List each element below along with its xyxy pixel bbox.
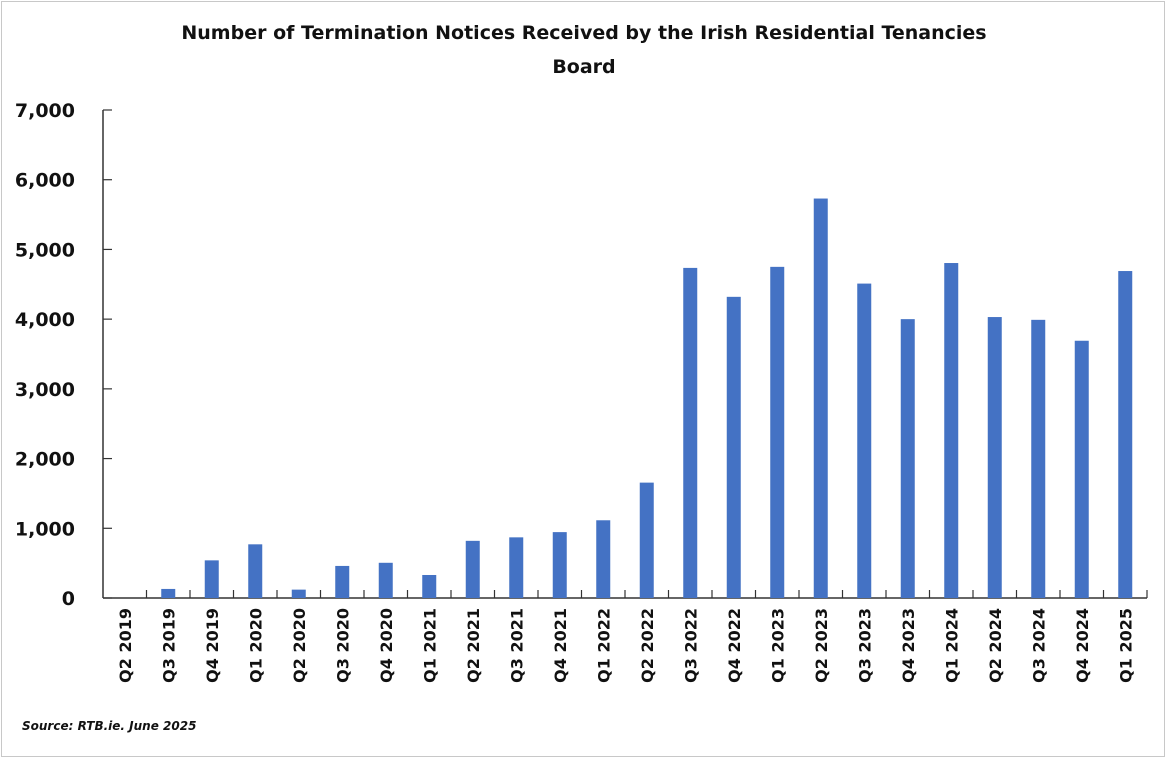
y-tick-label: 4,000 [15, 309, 75, 331]
x-tick-label: Q2 2020 [290, 608, 309, 683]
source-note: Source: RTB.ie. June 2025 [22, 719, 197, 733]
bar [465, 540, 480, 598]
bar [291, 589, 306, 598]
x-tick-label: Q4 2024 [1073, 608, 1092, 683]
x-tick-label: Q2 2022 [638, 608, 657, 683]
x-tick-label: Q3 2021 [507, 608, 526, 683]
y-tick-label: 5,000 [15, 239, 75, 261]
x-tick-label: Q2 2019 [116, 608, 135, 683]
bar [857, 283, 872, 598]
chart-title: Number of Termination Notices Received b… [0, 16, 1168, 84]
x-tick-label: Q1 2020 [246, 608, 265, 683]
y-tick-label: 0 [62, 588, 75, 610]
bar [639, 482, 654, 598]
bar [248, 544, 263, 598]
bar [204, 560, 219, 598]
x-tick-label: Q2 2021 [464, 608, 483, 683]
bar [683, 267, 698, 598]
x-tick-label: Q3 2023 [855, 608, 874, 683]
x-tick-label: Q3 2020 [333, 608, 352, 683]
bar [1031, 319, 1046, 598]
chart-title-line-2: Board [552, 56, 616, 78]
bar [422, 574, 437, 598]
x-tick-label: Q1 2025 [1116, 608, 1135, 683]
x-tick-label: Q4 2021 [551, 608, 570, 683]
y-tick-label: 7,000 [15, 100, 75, 122]
x-tick-label: Q1 2023 [768, 608, 787, 683]
x-tick-label: Q3 2022 [681, 608, 700, 683]
bar [161, 588, 176, 598]
x-tick-label: Q1 2021 [420, 608, 439, 683]
bar [378, 562, 393, 598]
bar [596, 520, 611, 598]
x-tick-label: Q4 2020 [377, 608, 396, 683]
x-tick-label: Q1 2022 [594, 608, 613, 683]
bar [900, 319, 915, 598]
bar [770, 266, 785, 598]
x-tick-label: Q4 2019 [203, 608, 222, 683]
bar [944, 263, 959, 598]
x-tick-label: Q3 2019 [159, 608, 178, 683]
bar [552, 532, 567, 598]
y-tick-label: 6,000 [15, 170, 75, 192]
x-tick-label: Q3 2024 [1029, 608, 1048, 683]
x-tick-label: Q4 2022 [725, 608, 744, 683]
bar [726, 296, 741, 598]
x-tick-label: Q1 2024 [942, 608, 961, 683]
x-tick-label: Q4 2023 [899, 608, 918, 683]
y-tick-label: 1,000 [15, 518, 75, 540]
x-tick-label: Q2 2024 [986, 608, 1005, 683]
bar [335, 565, 350, 598]
y-tick-label: 2,000 [15, 449, 75, 471]
bar [1118, 271, 1133, 598]
bar [1074, 340, 1089, 598]
bar [509, 537, 524, 598]
y-tick-label: 3,000 [15, 379, 75, 401]
bar [813, 198, 828, 598]
x-tick-label: Q2 2023 [812, 608, 831, 683]
bar [987, 317, 1002, 598]
chart-title-line-1: Number of Termination Notices Received b… [181, 22, 987, 44]
